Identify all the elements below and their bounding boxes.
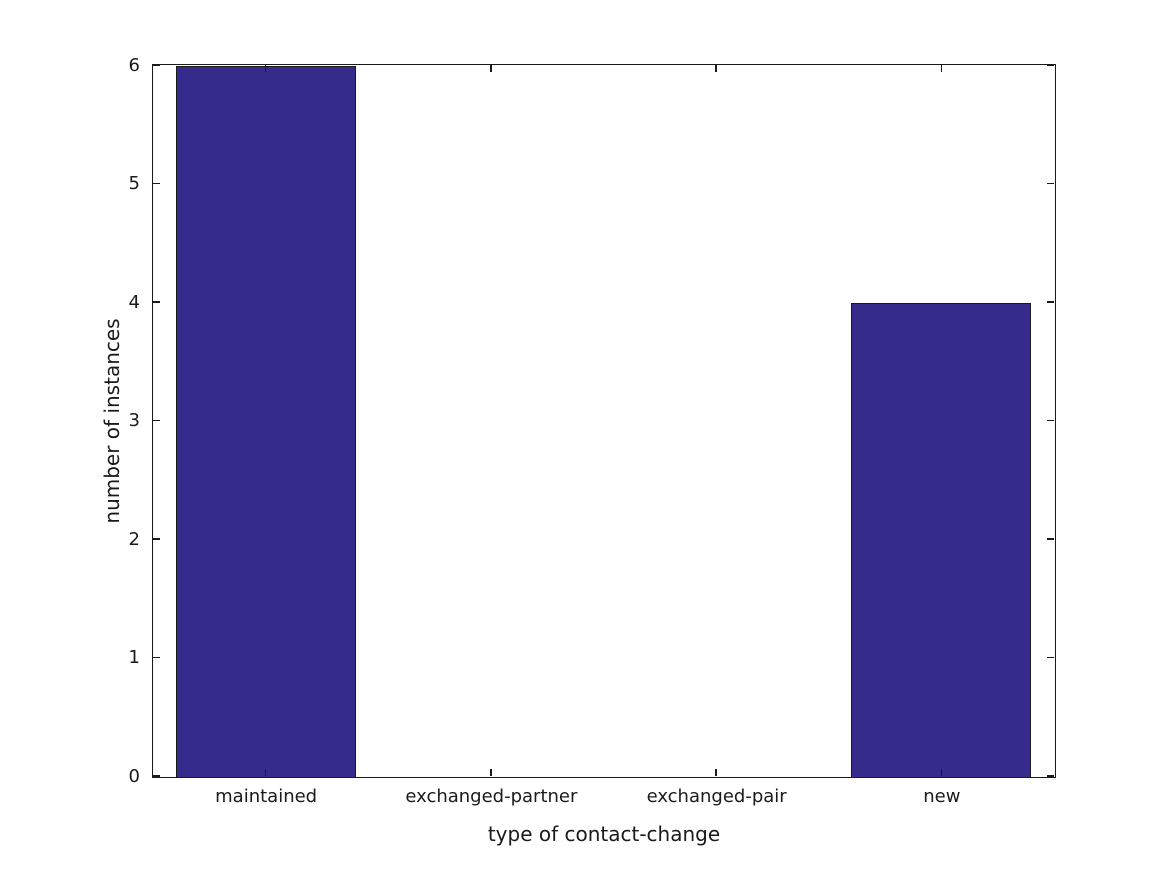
bar-maintained <box>175 66 356 777</box>
x-tick-top <box>715 65 717 72</box>
y-tick-left <box>153 301 160 303</box>
y-tick-label: 4 <box>128 291 140 313</box>
y-tick-left <box>153 775 160 777</box>
x-tick-bottom <box>940 769 943 776</box>
x-tick-bottom <box>490 769 492 776</box>
y-tick-right <box>1047 64 1054 66</box>
y-tick-left <box>153 538 160 540</box>
y-tick-left <box>153 182 160 185</box>
x-tick-label: exchanged-partner <box>405 786 578 807</box>
y-tick-label: 6 <box>128 54 140 76</box>
y-tick-label: 0 <box>128 765 140 787</box>
x-tick-label: maintained <box>215 786 318 807</box>
y-tick-right <box>1047 419 1054 422</box>
y-tick-left <box>153 419 160 422</box>
y-tick-right <box>1047 775 1054 777</box>
plot-area <box>152 64 1056 778</box>
y-tick-label: 3 <box>128 410 140 431</box>
y-tick-right <box>1047 538 1054 540</box>
bar-new <box>851 303 1032 777</box>
x-tick-label: new <box>923 786 961 807</box>
x-tick-bottom <box>264 769 267 776</box>
y-tick-right <box>1047 656 1054 659</box>
y-tick-right <box>1047 301 1054 303</box>
x-axis-label: type of contact-change <box>487 822 721 846</box>
x-tick-top <box>490 65 492 72</box>
x-tick-top <box>940 65 943 72</box>
x-tick-label: exchanged-pair <box>646 786 787 807</box>
y-tick-left <box>153 656 160 659</box>
y-tick-label: 1 <box>128 647 140 668</box>
y-tick-left <box>153 64 160 66</box>
y-tick-label: 5 <box>128 173 140 194</box>
y-axis-label: number of instances <box>100 318 124 524</box>
x-tick-bottom <box>715 769 717 776</box>
x-tick-top <box>264 65 267 72</box>
y-tick-right <box>1047 182 1054 185</box>
y-tick-label: 2 <box>128 528 140 550</box>
